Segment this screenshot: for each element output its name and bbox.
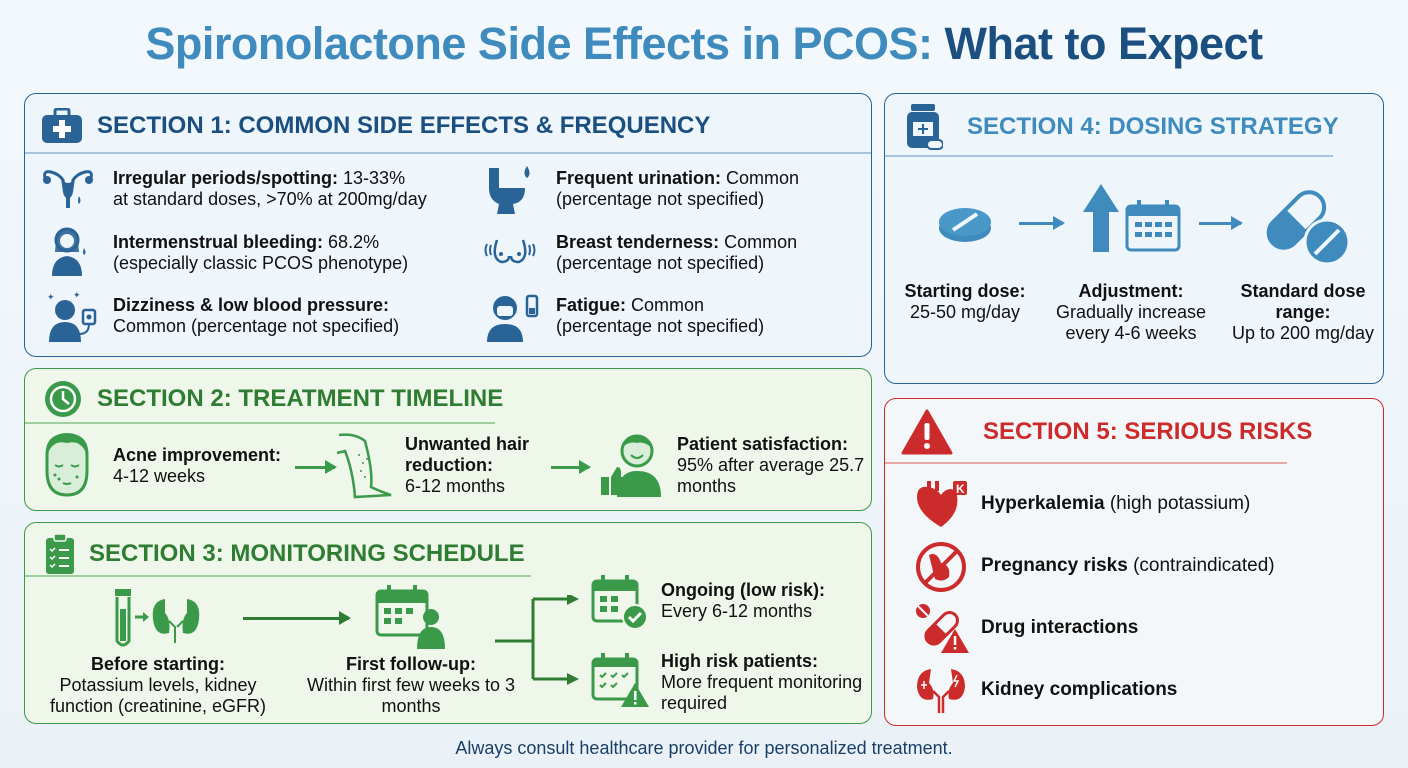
drug-warning-icon [916, 604, 969, 653]
side-effect-frequent-urination: Frequent urination: Common (percentage no… [556, 168, 800, 209]
side-effect-dizziness: Dizziness & low blood pressure: Common (p… [113, 295, 400, 336]
risk-kidney-complications: Kidney complications [981, 679, 1178, 700]
page-title: Spironolactone Side Effects in PCOS: Wha… [0, 18, 1408, 70]
risk-drug-interactions: Drug interactions [981, 617, 1139, 638]
clock-icon [45, 381, 81, 417]
capsule-tablet-icon [1266, 190, 1351, 266]
toilet-drop-icon [489, 166, 530, 214]
woman-bleeding-icon [52, 227, 86, 276]
section-treatment-timeline: SECTION 2: TREATMENT TIMELINE Acne impro… [24, 368, 872, 511]
risk-pregnancy: Pregnancy risks (contraindicated) [981, 555, 1275, 576]
monitoring-high-risk: High risk patients: More frequent monitor… [661, 651, 863, 713]
timeline-hair-reduction: Unwanted hair reduction: 6-12 months [405, 434, 530, 496]
calendar-warning-icon [591, 653, 649, 707]
warning-triangle-icon [901, 409, 953, 455]
face-acne-icon [45, 433, 89, 497]
section-monitoring-schedule: SECTION 3: MONITORING SCHEDULE Before st… [24, 522, 872, 724]
tablet-icon [939, 208, 991, 242]
branch-connector [495, 595, 579, 685]
kidney-damage-icon [917, 669, 965, 713]
dosing-starting: Starting dose: 25-50 mg/day [904, 281, 1026, 322]
test-tube-kidney-icon [115, 589, 200, 647]
side-effect-irregular-periods: Irregular periods/spotting: 13-33% at sta… [113, 168, 427, 209]
timeline-acne: Acne improvement: 4-12 weeks [113, 445, 282, 486]
section-common-side-effects: SECTION 1: COMMON SIDE EFFECTS & FREQUEN… [24, 93, 872, 357]
monitoring-before-starting: Before starting: Potassium levels, kidney… [49, 654, 267, 716]
calendar-doctor-icon [375, 585, 445, 649]
side-effect-breast-tenderness: Breast tenderness: Common (percentage not… [556, 232, 798, 273]
dosing-arrow-1 [1019, 216, 1065, 230]
title-part-2: What to Expect [944, 18, 1264, 69]
timeline-arrow-1 [295, 460, 337, 474]
breast-icon [484, 239, 536, 264]
footer-disclaimer: Always consult healthcare provider for p… [455, 738, 953, 758]
section-1-title: SECTION 1: COMMON SIDE EFFECTS & FREQUEN… [97, 112, 711, 139]
section-serious-risks: SECTION 5: SERIOUS RISKS K Hyperkalemia … [884, 398, 1384, 726]
medical-kit-icon [42, 108, 82, 143]
section-2-title: SECTION 2: TREATMENT TIMELINE [97, 385, 504, 412]
dosing-adjustment: Adjustment: Gradually increase every 4-6 … [1055, 281, 1207, 343]
timeline-satisfaction: Patient satisfaction: 95% after average 2… [677, 434, 865, 496]
timeline-arrow-2 [551, 460, 591, 474]
monitoring-arrow-1 [243, 611, 351, 625]
risk-hyperkalemia: Hyperkalemia (high potassium) [981, 493, 1251, 514]
monitoring-first-follow-up: First follow-up: Within first few weeks t… [306, 654, 516, 716]
title-part-1: Spironolactone Side Effects in PCOS: [145, 18, 933, 69]
heart-potassium-icon: K [917, 481, 967, 527]
dizzy-blood-pressure-icon: ✦ ✦ [47, 290, 97, 342]
tired-person-battery-icon [487, 294, 539, 342]
monitoring-ongoing: Ongoing (low risk): Every 6-12 months [661, 580, 825, 621]
no-pregnancy-icon [916, 542, 966, 592]
clipboard-checklist-icon [46, 533, 74, 574]
svg-text:✦: ✦ [47, 292, 55, 302]
arrow-up-calendar-icon [1083, 184, 1181, 252]
section-5-title: SECTION 5: SERIOUS RISKS [983, 418, 1313, 445]
svg-text:✦: ✦ [73, 290, 81, 300]
pill-bottle-icon [907, 104, 943, 150]
dosing-standard-range: Standard dose range: Up to 200 mg/day [1231, 281, 1375, 343]
patient-thumbs-up-icon [601, 434, 661, 497]
side-effect-fatigue: Fatigue: Common (percentage not specified… [556, 295, 765, 336]
dosing-arrow-2 [1199, 216, 1243, 230]
calendar-check-icon [591, 575, 648, 630]
section-4-title: SECTION 4: DOSING STRATEGY [967, 113, 1339, 140]
side-effect-intermenstrual-bleeding: Intermenstrual bleeding: 68.2% (especiall… [113, 232, 409, 273]
section-dosing-strategy: SECTION 4: DOSING STRATEGY Starting dose… [884, 93, 1384, 384]
leg-hair-icon [336, 433, 392, 499]
svg-text:K: K [956, 482, 965, 496]
section-3-title: SECTION 3: MONITORING SCHEDULE [89, 540, 525, 567]
uterus-icon [43, 170, 93, 208]
